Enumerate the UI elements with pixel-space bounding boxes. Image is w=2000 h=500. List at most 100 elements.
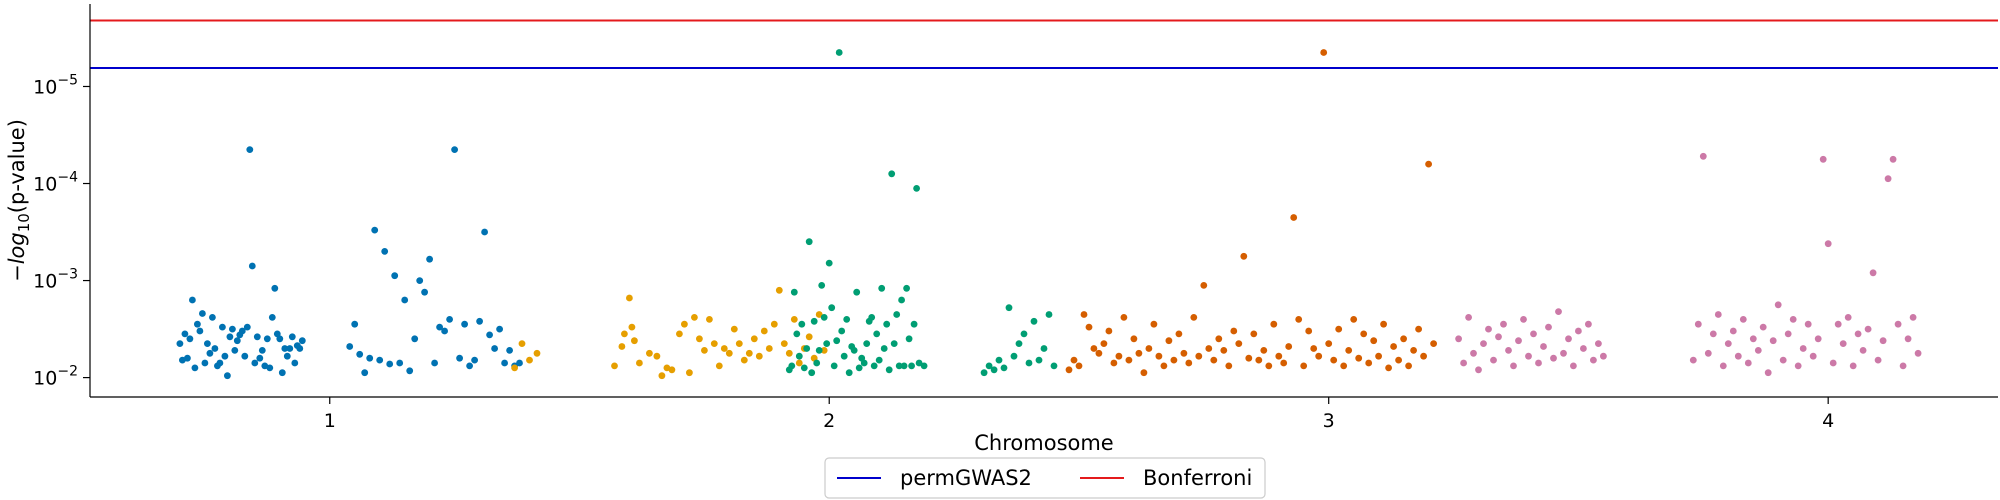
point-chr3-27 xyxy=(853,288,861,296)
point-chr4-50 xyxy=(1315,352,1323,360)
point-chr4-49 xyxy=(1310,345,1318,352)
point-chr1-38 xyxy=(271,284,279,292)
point-chr5-8 xyxy=(1495,333,1502,341)
point-chr5-64 xyxy=(1859,347,1867,354)
point-chr4-42 xyxy=(1275,352,1283,360)
point-chr5-20 xyxy=(1555,308,1562,315)
point-chr1-46 xyxy=(291,359,299,367)
point-chr5-65 xyxy=(1864,325,1872,333)
point-chr3-58 xyxy=(1000,364,1008,372)
point-chr4-19 xyxy=(1160,362,1168,370)
point-chr1-40 xyxy=(276,335,284,343)
point-chr3-12 xyxy=(815,347,823,354)
point-chr3-33 xyxy=(868,314,876,321)
point-chr2-30 xyxy=(745,349,753,357)
point-chr2-7 xyxy=(626,294,633,302)
point-chr1-18 xyxy=(221,352,229,360)
point-chr2-22 xyxy=(706,316,713,323)
point-chr2-9 xyxy=(631,337,638,345)
point-chr1-55 xyxy=(371,226,379,234)
point-chr1-14 xyxy=(211,345,219,352)
point-chr1-22 xyxy=(231,347,239,354)
point-chr5-74 xyxy=(1909,314,1917,321)
point-chr2-45 xyxy=(820,347,828,354)
point-chr4-25 xyxy=(1190,314,1198,321)
point-chr1-23 xyxy=(233,337,241,345)
y-axis-label: −log10(p-value) xyxy=(5,119,33,282)
point-chr1-77 xyxy=(481,228,488,236)
point-chr5-57 xyxy=(1824,240,1832,248)
point-chr1-65 xyxy=(421,288,428,296)
point-chr1-0 xyxy=(176,340,184,347)
point-chr5-13 xyxy=(1520,316,1527,323)
point-chr1-70 xyxy=(446,316,453,323)
point-chr5-1 xyxy=(1460,359,1467,367)
point-chr4-69 xyxy=(1410,347,1417,354)
point-chr2-31 xyxy=(750,335,758,343)
point-chr4-21 xyxy=(1170,356,1178,364)
point-chr1-25 xyxy=(238,327,246,335)
point-chr1-20 xyxy=(226,333,234,341)
point-chr1-80 xyxy=(496,325,503,333)
point-chr4-52 xyxy=(1325,340,1333,347)
point-chr5-63 xyxy=(1854,330,1862,338)
point-chr3-6 xyxy=(800,364,808,372)
point-chr1-52 xyxy=(356,350,364,358)
point-chr3-59 xyxy=(1005,304,1013,312)
point-chr5-42 xyxy=(1749,335,1757,343)
point-chr5-54 xyxy=(1809,352,1817,360)
point-chr3-51 xyxy=(913,185,920,192)
point-chr3-61 xyxy=(1015,340,1023,347)
point-chr4-33 xyxy=(1230,327,1238,335)
point-chr4-8 xyxy=(1105,327,1113,335)
point-chr5-41 xyxy=(1744,359,1752,367)
point-chr2-35 xyxy=(770,320,778,328)
point-chr5-7 xyxy=(1490,356,1497,364)
point-chr2-12 xyxy=(653,352,661,360)
point-chr4-43 xyxy=(1280,359,1288,367)
point-chr5-30 xyxy=(1689,356,1697,364)
point-chr4-61 xyxy=(1370,337,1378,345)
point-chr5-22 xyxy=(1565,335,1572,343)
point-chr1-75 xyxy=(471,356,478,364)
point-chr4-60 xyxy=(1365,359,1373,367)
point-chr1-48 xyxy=(296,345,304,352)
point-chr1-53 xyxy=(361,369,369,377)
point-chr5-16 xyxy=(1535,359,1542,367)
point-chr5-5 xyxy=(1480,340,1487,347)
point-chr4-54 xyxy=(1335,325,1343,333)
point-chr4-16 xyxy=(1145,345,1153,352)
point-chr3-48 xyxy=(905,335,913,343)
point-chr1-51 xyxy=(351,320,359,328)
y-axis-label-subscript: 10 xyxy=(15,213,33,232)
point-chr5-61 xyxy=(1844,314,1852,321)
point-chr4-44 xyxy=(1285,343,1293,350)
point-chr2-0 xyxy=(511,364,518,372)
point-chr1-79 xyxy=(491,345,498,352)
point-chr4-51 xyxy=(1320,49,1328,56)
y-tick-label: 10−2 xyxy=(33,364,78,390)
point-chr5-14 xyxy=(1525,352,1532,360)
point-chr3-11 xyxy=(813,359,821,367)
point-chr4-39 xyxy=(1260,347,1268,354)
point-chr4-24 xyxy=(1185,359,1193,367)
point-chr5-45 xyxy=(1764,369,1772,377)
point-chr1-68 xyxy=(436,323,443,331)
point-chr5-53 xyxy=(1804,320,1812,328)
point-chr5-66 xyxy=(1869,269,1877,277)
point-chr4-41 xyxy=(1270,320,1278,328)
point-chr3-62 xyxy=(1020,330,1028,338)
point-chr5-29 xyxy=(1600,352,1607,360)
point-chr3-38 xyxy=(880,345,888,352)
point-chr5-58 xyxy=(1829,359,1837,367)
point-chr4-27 xyxy=(1200,282,1208,289)
point-chr3-22 xyxy=(840,352,848,360)
point-chr2-25 xyxy=(720,345,728,352)
point-chr4-68 xyxy=(1405,362,1412,370)
point-chr5-25 xyxy=(1580,345,1587,352)
point-chr3-4 xyxy=(795,352,803,360)
point-chr3-63 xyxy=(1025,359,1033,367)
point-chr3-30 xyxy=(860,359,868,367)
point-chr4-46 xyxy=(1295,316,1303,323)
point-chr1-7 xyxy=(194,320,201,328)
